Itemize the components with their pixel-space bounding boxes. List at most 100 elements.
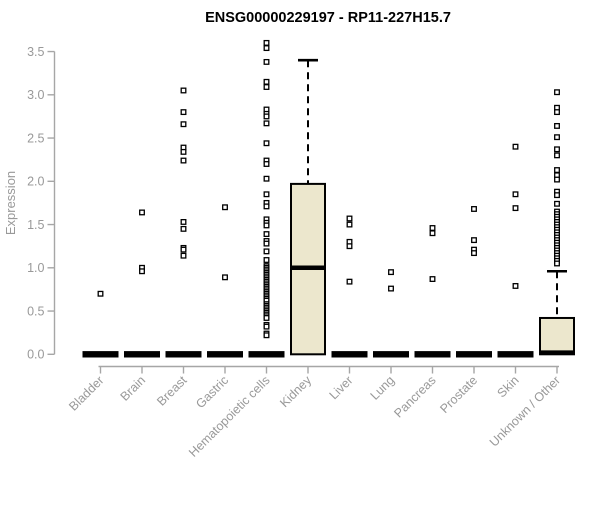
outlier-point bbox=[346, 243, 353, 250]
outlier-point bbox=[263, 58, 270, 65]
box-group bbox=[124, 209, 160, 358]
x-tick-label: Unknown / Other bbox=[487, 373, 563, 449]
y-axis-label: Expression bbox=[3, 171, 18, 235]
outlier-point bbox=[180, 219, 187, 225]
outlier-point bbox=[263, 332, 270, 339]
outlier-point bbox=[263, 248, 270, 255]
outlier-point bbox=[554, 200, 560, 207]
collapsed-box bbox=[124, 351, 160, 358]
outlier-point bbox=[263, 175, 270, 182]
x-tick-label: Lung bbox=[368, 373, 398, 403]
outlier-point bbox=[263, 240, 270, 247]
outlier-point bbox=[263, 315, 270, 321]
outlier-point bbox=[139, 209, 145, 216]
box-rect bbox=[539, 316, 575, 356]
outlier-point bbox=[471, 206, 477, 212]
outlier-point bbox=[180, 148, 187, 155]
box-group bbox=[331, 215, 368, 358]
outlier-point bbox=[554, 167, 560, 174]
outlier-point bbox=[554, 146, 560, 153]
outlier-point bbox=[263, 113, 270, 120]
outlier-point bbox=[554, 192, 560, 199]
y-tick-label: 1.0 bbox=[27, 261, 44, 275]
collapsed-box bbox=[207, 351, 243, 358]
x-tick-label: Pancreas bbox=[391, 373, 438, 420]
outlier-point bbox=[263, 257, 270, 263]
outlier-point bbox=[554, 134, 560, 141]
box-group bbox=[414, 225, 451, 358]
outlier-point bbox=[471, 237, 477, 244]
outlier-point bbox=[180, 109, 187, 116]
x-tick-label: Kidney bbox=[277, 373, 314, 410]
outlier-point bbox=[346, 215, 353, 222]
outlier-point bbox=[263, 120, 270, 127]
outlier-point bbox=[554, 122, 560, 129]
outlier-point bbox=[263, 45, 270, 52]
outlier-point bbox=[180, 252, 187, 259]
outlier-point bbox=[429, 230, 436, 237]
outlier-point bbox=[180, 157, 187, 164]
y-tick-label: 2.5 bbox=[27, 131, 44, 145]
box-group bbox=[82, 290, 119, 358]
box-group bbox=[497, 143, 534, 358]
collapsed-box bbox=[456, 351, 492, 358]
outlier-point bbox=[263, 203, 270, 210]
outlier-point bbox=[97, 290, 104, 297]
outlier-point bbox=[554, 109, 560, 116]
outlier-point bbox=[554, 176, 560, 183]
outlier-point bbox=[512, 205, 519, 212]
y-tick-label: 0.0 bbox=[27, 348, 44, 362]
outlier-point bbox=[263, 39, 270, 46]
x-tick-label: Liver bbox=[327, 373, 356, 402]
box-group bbox=[207, 204, 243, 358]
outlier-point bbox=[471, 250, 477, 257]
y-tick-label: 3.5 bbox=[27, 45, 44, 59]
outlier-point bbox=[512, 191, 519, 198]
outlier-point bbox=[222, 204, 228, 211]
box-group bbox=[165, 87, 202, 358]
collapsed-box bbox=[82, 351, 119, 358]
collapsed-box bbox=[414, 351, 451, 358]
outlier-point bbox=[429, 276, 436, 282]
outlier-point bbox=[554, 89, 560, 96]
outlier-point bbox=[263, 323, 270, 330]
y-tick-label: 3.0 bbox=[27, 88, 44, 102]
x-tick-label: Bladder bbox=[66, 373, 106, 413]
outlier-point bbox=[180, 246, 187, 253]
box-group bbox=[456, 206, 492, 358]
outlier-point bbox=[263, 161, 270, 167]
collapsed-box bbox=[373, 351, 409, 358]
outlier-point bbox=[263, 140, 270, 147]
x-tick-label: Gastric bbox=[193, 373, 231, 411]
collapsed-box bbox=[331, 351, 368, 358]
outlier-point bbox=[388, 269, 394, 276]
box-group bbox=[248, 39, 285, 358]
collapsed-box bbox=[165, 351, 202, 358]
y-axis: 0.0 0.5 1.0 1.5 2.0 2.5 3.0 3.5 bbox=[27, 45, 56, 362]
y-tick-label: 2.0 bbox=[27, 175, 44, 189]
x-tick-label: Brain bbox=[118, 373, 149, 404]
outlier-point bbox=[222, 274, 228, 281]
outlier-point bbox=[180, 87, 187, 94]
x-tick-label: Skin bbox=[495, 373, 522, 400]
x-tick-label: Prostate bbox=[437, 373, 480, 416]
outlier-point bbox=[346, 278, 353, 285]
outlier-point bbox=[554, 152, 560, 159]
outlier-point bbox=[263, 84, 270, 90]
box-group bbox=[373, 269, 409, 358]
collapsed-box bbox=[497, 351, 534, 358]
boxplot-series bbox=[82, 39, 575, 358]
y-tick-label: 1.5 bbox=[27, 218, 44, 232]
outlier-point bbox=[263, 222, 270, 229]
outlier-point bbox=[263, 191, 270, 198]
collapsed-box bbox=[248, 351, 285, 358]
outlier-point bbox=[512, 143, 519, 150]
outlier-point bbox=[263, 78, 270, 85]
outlier-point bbox=[180, 121, 187, 128]
outlier-point bbox=[263, 231, 270, 238]
outlier-point bbox=[429, 225, 436, 231]
outlier-point bbox=[180, 225, 187, 232]
